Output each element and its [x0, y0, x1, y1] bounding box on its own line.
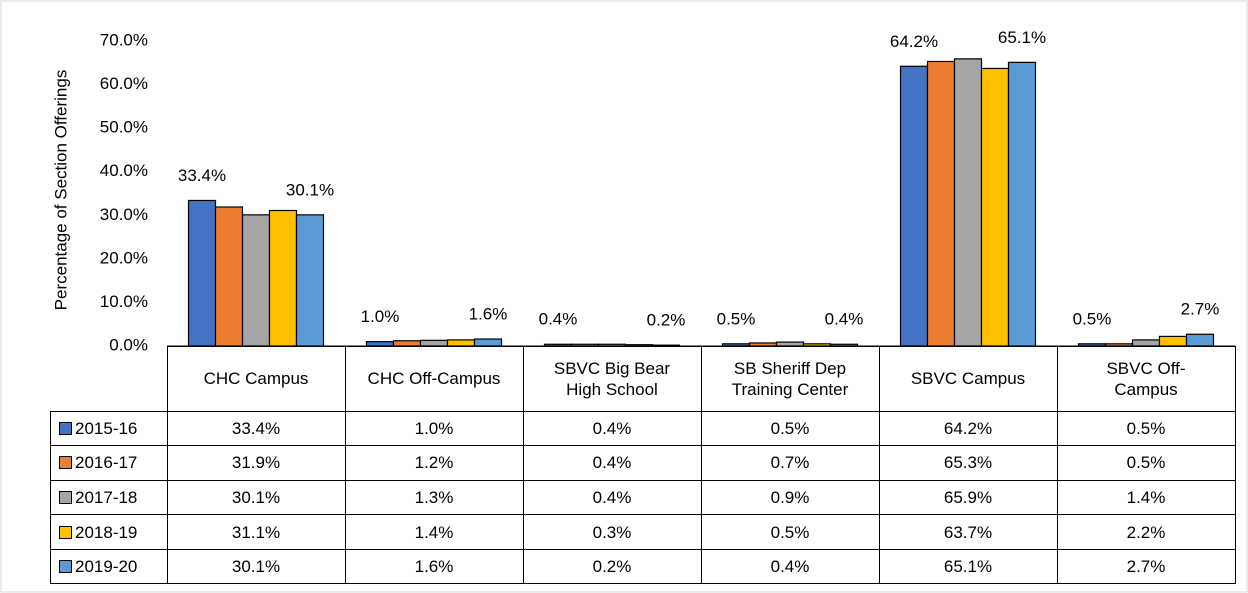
table-value: 31.9% — [166, 445, 346, 481]
y-tick-label: 20.0% — [100, 248, 148, 267]
legend-label: 2018-19 — [75, 522, 138, 542]
table-value: 2.2% — [1056, 514, 1236, 550]
table-value: 0.5% — [1056, 445, 1236, 481]
legend-swatch — [59, 560, 72, 574]
data-table: CHC Campus CHC Off-Campus SBVC Big Bear Hi… — [50, 346, 1236, 585]
category-label: CHC Off-Campus — [344, 346, 524, 412]
table-value: 0.4% — [522, 445, 702, 481]
bar — [473, 338, 503, 347]
data-label: 0.4% — [539, 310, 578, 329]
table-value: 1.2% — [344, 445, 524, 481]
legend-swatch — [59, 525, 72, 539]
y-tick-label: 10.0% — [100, 292, 148, 311]
y-tick-label: 0.0% — [109, 335, 148, 354]
category-label: SBVC Big Bear High School — [522, 346, 702, 412]
bar — [899, 65, 929, 347]
table-value: 1.4% — [344, 514, 524, 550]
y-tick-label: 40.0% — [100, 161, 148, 180]
bar — [980, 67, 1010, 347]
legend-cell: 2018-19 — [50, 514, 168, 550]
bar — [187, 199, 217, 347]
data-label: 1.0% — [361, 307, 400, 326]
bar — [241, 214, 271, 347]
table-value: 65.1% — [878, 548, 1058, 585]
series-row: 2016-17 31.9% 1.2% 0.4% 0.7% 65.3% 0.5% — [50, 445, 1236, 481]
table-value: 0.5% — [700, 410, 880, 447]
legend-swatch — [59, 456, 72, 470]
table-value: 63.7% — [878, 514, 1058, 550]
table-value: 30.1% — [166, 548, 346, 585]
table-value: 65.9% — [878, 479, 1058, 516]
legend-cell: 2016-17 — [50, 445, 168, 481]
bar — [295, 214, 325, 347]
data-label: 64.2% — [890, 32, 938, 51]
category-label: SBVC Campus — [878, 346, 1058, 412]
series-row: 2019-20 30.1% 1.6% 0.2% 0.4% 65.1% 2.7% — [50, 548, 1236, 585]
category-label: SB Sheriff Dep Training Center — [700, 346, 880, 412]
bar — [214, 206, 244, 347]
header-row: CHC Campus CHC Off-Campus SBVC Big Bear Hi… — [51, 346, 1236, 412]
bar — [953, 58, 983, 347]
table-value: 0.4% — [522, 479, 702, 516]
table-value: 1.0% — [344, 410, 524, 447]
y-tick-label: 50.0% — [100, 118, 148, 137]
bar — [1185, 333, 1215, 347]
table-value: 0.4% — [522, 410, 702, 447]
data-label: 0.5% — [1073, 309, 1112, 328]
table-value: 0.4% — [700, 548, 880, 585]
category-label: CHC Campus — [166, 346, 346, 412]
data-label: 2.7% — [1181, 300, 1220, 319]
table-value: 1.4% — [1056, 479, 1236, 516]
table-value: 31.1% — [166, 514, 346, 550]
legend-swatch — [59, 490, 72, 504]
y-axis-label: Percentage of Section Offerings — [51, 70, 70, 311]
table-value: 2.7% — [1056, 548, 1236, 585]
legend-label: 2019-20 — [75, 557, 138, 577]
category-label: SBVC Off- Campus — [1056, 346, 1236, 412]
bar — [926, 60, 956, 347]
data-label: 1.6% — [469, 305, 508, 324]
bar — [1158, 335, 1188, 347]
table-value: 33.4% — [166, 410, 346, 447]
legend-cell: 2017-18 — [50, 479, 168, 516]
table-value: 1.3% — [344, 479, 524, 516]
table-value: 1.6% — [344, 548, 524, 585]
legend-label: 2017-18 — [75, 487, 138, 507]
table-value: 65.3% — [878, 445, 1058, 481]
series-row: 2017-18 30.1% 1.3% 0.4% 0.9% 65.9% 1.4% — [50, 479, 1236, 516]
bar — [1007, 61, 1037, 347]
y-tick-label: 30.0% — [100, 205, 148, 224]
data-label: 33.4% — [178, 166, 226, 185]
data-label: 0.2% — [647, 311, 686, 330]
table-value: 0.9% — [700, 479, 880, 516]
data-label: 65.1% — [998, 28, 1046, 47]
data-label: 30.1% — [286, 180, 334, 199]
y-tick-label: 60.0% — [100, 74, 148, 93]
legend-swatch — [59, 421, 72, 435]
table-value: 64.2% — [878, 410, 1058, 447]
table-value: 0.5% — [1056, 410, 1236, 447]
series-row: 2015-16 33.4% 1.0% 0.4% 0.5% 64.2% 0.5% — [50, 410, 1236, 447]
legend-cell: 2015-16 — [50, 410, 168, 447]
blank-cell — [51, 347, 168, 412]
legend-cell: 2019-20 — [50, 548, 168, 585]
table-value: 0.2% — [522, 548, 702, 585]
data-label: 0.4% — [825, 310, 864, 329]
legend-label: 2015-16 — [75, 418, 138, 438]
series-row: 2018-19 31.1% 1.4% 0.3% 0.5% 63.7% 2.2% — [50, 514, 1236, 550]
legend-label: 2016-17 — [75, 453, 138, 473]
table-value: 0.3% — [522, 514, 702, 550]
table-value: 0.7% — [700, 445, 880, 481]
table-value: 0.5% — [700, 514, 880, 550]
y-tick-label: 70.0% — [100, 30, 148, 49]
data-label: 0.5% — [717, 309, 756, 328]
bar — [268, 209, 298, 347]
table-value: 30.1% — [166, 479, 346, 516]
